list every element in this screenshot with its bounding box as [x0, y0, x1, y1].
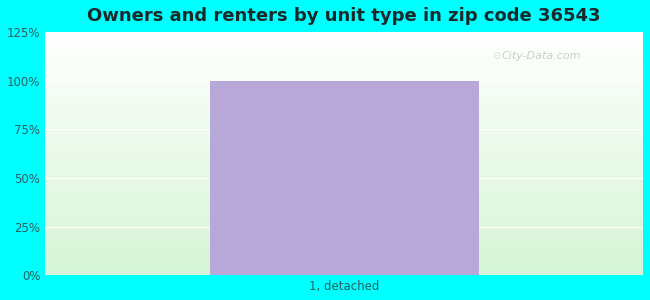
Text: ⊙: ⊙ [493, 51, 500, 62]
Bar [210, 81, 478, 275]
Text: City-Data.com: City-Data.com [502, 51, 581, 62]
Title: Owners and renters by unit type in zip code 36543: Owners and renters by unit type in zip c… [88, 7, 601, 25]
